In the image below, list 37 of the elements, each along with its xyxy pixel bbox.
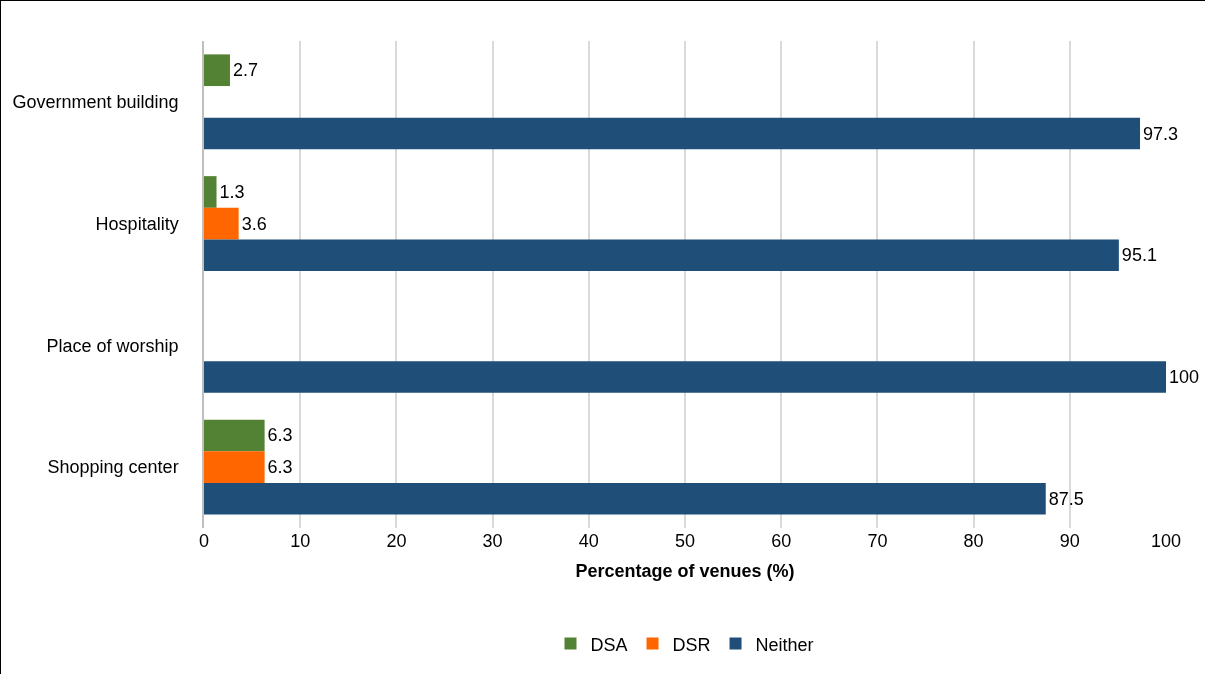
bar [204,361,1166,393]
legend-label: DSR [672,634,711,655]
x-tick-label: 60 [771,531,792,551]
legend-label: Neither [755,634,814,655]
y-tick-label: Place of worship [46,335,179,356]
data-label: 87.5 [1048,488,1084,509]
x-tick-label: 50 [674,531,696,551]
data-label: 2.7 [232,60,258,81]
x-tick-label: 80 [963,531,984,551]
x-axis-title: Percentage of venues (%) [575,561,795,582]
bar [204,451,265,483]
x-tick-label: 100 [1150,531,1182,551]
bar [204,54,230,87]
bar [204,117,1141,150]
y-tick-label: Shopping center [47,457,179,478]
bar [204,482,1046,515]
legend-label: DSA [590,634,628,655]
x-tick-label: 70 [867,531,888,551]
data-label: 95.1 [1121,245,1157,266]
bar [204,419,265,452]
y-tick-label: Hospitality [95,213,179,234]
x-tick-label: 90 [1059,531,1080,551]
data-label: 6.3 [267,425,293,446]
x-tick-label: 10 [290,531,311,551]
data-label: 6.3 [267,457,293,478]
bar [204,176,217,208]
bar [204,207,239,240]
data-label: 1.3 [219,181,245,202]
data-label: 3.6 [241,213,267,234]
x-tick-label: 0 [198,531,210,551]
data-label: 97.3 [1143,123,1179,144]
x-tick-label: 30 [482,531,503,551]
y-tick-label: Government building [12,92,179,113]
bar [204,239,1119,272]
x-tick-label: 40 [578,531,599,551]
x-tick-label: 20 [386,531,407,551]
data-label: 100 [1169,367,1200,388]
